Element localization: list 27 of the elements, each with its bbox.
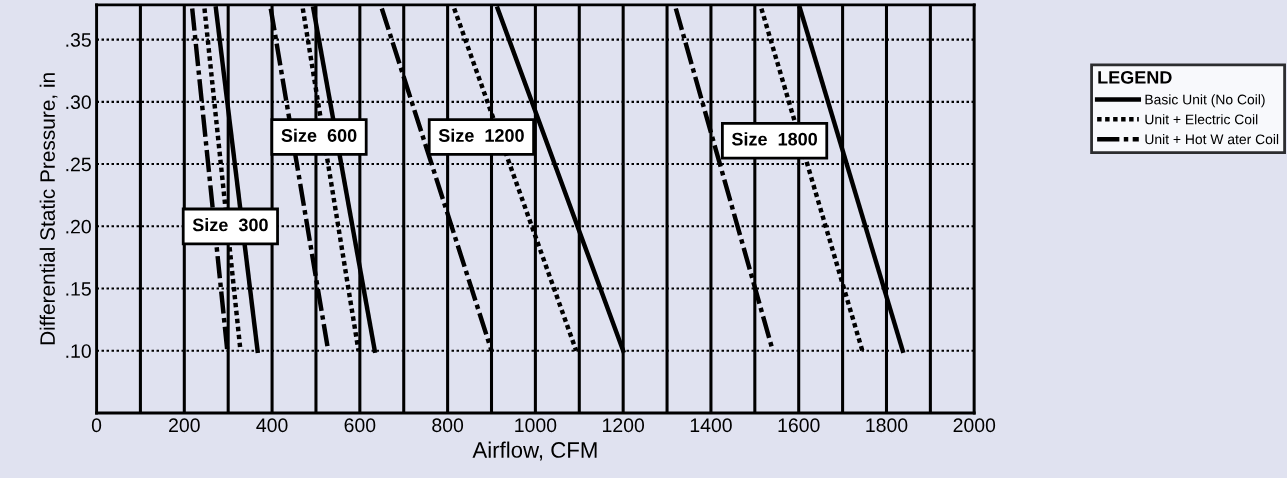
- y-tick-label: .30: [66, 95, 91, 110]
- x-tick-label: 600: [344, 418, 376, 433]
- annotation: Size 300: [192, 218, 268, 232]
- annotation: Size 600: [281, 128, 357, 142]
- x-tick-label: 1000: [515, 418, 557, 433]
- x-tick-label: 0: [91, 418, 102, 433]
- y-tick-label: .25: [66, 157, 91, 172]
- legend-label: Basic Unit (No Coil): [1145, 94, 1265, 108]
- x-axis-title: Airflow, CFM: [472, 441, 597, 461]
- legend-label: Unit + Hot W ater Coil: [1145, 134, 1279, 145]
- y-tick-label: .35: [66, 33, 91, 47]
- y-axis-title: Differential Static Pressure, in: [39, 73, 58, 345]
- annotation: Size 1800: [731, 132, 817, 146]
- x-tick-label: 1200: [603, 418, 645, 433]
- legend-title: LEGEND: [1098, 70, 1172, 84]
- y-tick-label: .10: [66, 344, 91, 358]
- annotation: Size 1200: [438, 128, 524, 142]
- x-tick-label: 200: [169, 418, 200, 433]
- x-tick-label: 400: [256, 418, 288, 433]
- x-tick-label: 2000: [953, 418, 996, 433]
- x-tick-label: 800: [432, 418, 464, 433]
- x-tick-label: 1600: [778, 418, 820, 433]
- x-tick-label: 1800: [866, 418, 908, 433]
- y-tick-label: .15: [66, 282, 91, 296]
- y-tick-label: .20: [66, 219, 91, 234]
- x-tick-label: 1400: [690, 418, 732, 433]
- legend-label: Unit + Electric Coil: [1145, 114, 1258, 125]
